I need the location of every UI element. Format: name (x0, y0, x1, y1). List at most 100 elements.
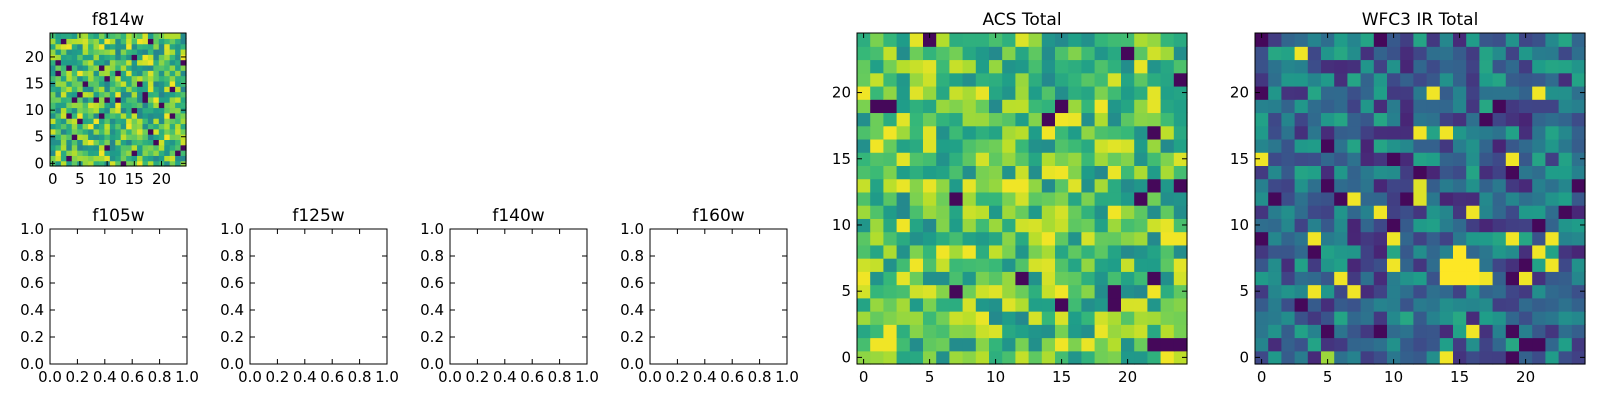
heatmap-cell (909, 297, 924, 312)
heatmap-cell (60, 150, 67, 156)
heatmap-cell (1134, 178, 1148, 193)
x-tick-label: 0.6 (520, 368, 544, 386)
heatmap-cell (1160, 152, 1175, 166)
heatmap-cell (115, 134, 122, 140)
heatmap-cell (1466, 244, 1480, 259)
heatmap-cell (1532, 311, 1546, 325)
heatmap-cell (896, 231, 911, 246)
heatmap-cell (936, 85, 950, 100)
heatmap-cell (1545, 350, 1560, 365)
heatmap-cell (1121, 284, 1135, 299)
heatmap-cell (93, 123, 100, 130)
heatmap-cell (1373, 112, 1388, 127)
heatmap-cell (857, 205, 871, 219)
heatmap-cell (1466, 231, 1480, 246)
axes-frame (856, 32, 1188, 365)
heatmap-cell (870, 311, 884, 325)
heatmap-cell (60, 128, 67, 135)
heatmap-cell (1439, 350, 1454, 365)
heatmap-cell (71, 128, 78, 135)
heatmap-cell (1160, 244, 1175, 259)
heatmap-cell (88, 48, 95, 55)
heatmap-cell (883, 125, 898, 140)
heatmap-cell (109, 155, 116, 162)
heatmap-cell (1321, 33, 1335, 47)
heatmap-cell (104, 75, 111, 82)
heatmap-cell (1492, 191, 1507, 206)
heatmap-cell (975, 152, 990, 166)
heatmap-cell (1439, 297, 1454, 312)
heatmap-cell (164, 112, 171, 119)
heatmap-cell (1094, 284, 1109, 299)
x-tick-label: 0.8 (148, 368, 172, 386)
heatmap-cell (1107, 244, 1122, 259)
heatmap-cell (989, 297, 1003, 312)
heatmap-cell (77, 139, 84, 146)
heatmap-cell (1055, 138, 1069, 153)
heatmap-cell (975, 33, 990, 47)
heatmap-cell (55, 128, 62, 135)
heatmap-cell (180, 91, 187, 98)
heatmap-cell (857, 191, 871, 206)
heatmap-cell (1055, 258, 1069, 272)
heatmap-cell (870, 205, 884, 219)
heatmap-cell (1068, 324, 1082, 339)
heatmap-cell (71, 96, 78, 103)
heatmap-cell (1002, 271, 1016, 286)
heatmap-cell (857, 178, 871, 193)
heatmap-cell (137, 70, 144, 77)
heatmap-cell (923, 297, 937, 312)
heatmap-cell (1492, 311, 1507, 325)
heatmap-cell (142, 75, 149, 82)
heatmap-cell (137, 102, 144, 109)
heatmap-cell (1387, 271, 1401, 286)
heatmap-cell (169, 128, 176, 135)
heatmap-cell (147, 43, 154, 50)
heatmap-cell (1400, 152, 1414, 166)
heatmap-cell (923, 191, 937, 206)
heatmap-cell (870, 178, 884, 193)
y-tick-label: 0.8 (20, 247, 44, 265)
heatmap-cell (1055, 85, 1069, 100)
heatmap-cell (1321, 337, 1335, 352)
heatmap-cell (1041, 178, 1056, 193)
heatmap-cell (975, 244, 990, 259)
heatmap-cell (1571, 271, 1586, 286)
heatmap-cell (1068, 46, 1082, 61)
heatmap-cell (120, 64, 127, 71)
heatmap-cell (936, 191, 950, 206)
heatmap-cell (1373, 191, 1388, 206)
heatmap-cell (923, 350, 937, 365)
heatmap-cell (180, 33, 187, 39)
heatmap-cell (180, 128, 187, 135)
heatmap-cell (137, 80, 144, 87)
heatmap-cell (1281, 244, 1296, 259)
heatmap-cell (989, 271, 1003, 286)
heatmap-cell (1532, 59, 1546, 74)
heatmap-cell (1426, 85, 1441, 100)
heatmap-cell (104, 107, 111, 114)
heatmap-cell (1107, 46, 1122, 61)
heatmap-cell (55, 64, 62, 71)
heatmap-cell (169, 139, 176, 146)
heatmap-cell (50, 59, 57, 66)
heatmap-cell (109, 80, 116, 87)
heatmap-cell (169, 86, 176, 93)
heatmap-cell (1479, 46, 1494, 61)
heatmap-cell (115, 96, 122, 103)
heatmap-cell (169, 118, 176, 125)
heatmap-cell (1055, 46, 1069, 61)
heatmap-cell (158, 112, 165, 119)
heatmap-cell (93, 33, 100, 39)
heatmap-cell (1334, 85, 1348, 100)
heatmap-cell (1281, 33, 1296, 47)
heatmap-cell (1173, 205, 1188, 219)
heatmap-cell (164, 107, 171, 114)
heatmap-cell (1439, 59, 1454, 74)
heatmap-cell (1134, 311, 1148, 325)
heatmap-cell (55, 70, 62, 77)
heatmap-cell (883, 244, 898, 259)
heatmap-cell (1147, 218, 1162, 233)
heatmap-cell (883, 284, 898, 299)
heatmap-cell (142, 112, 149, 119)
